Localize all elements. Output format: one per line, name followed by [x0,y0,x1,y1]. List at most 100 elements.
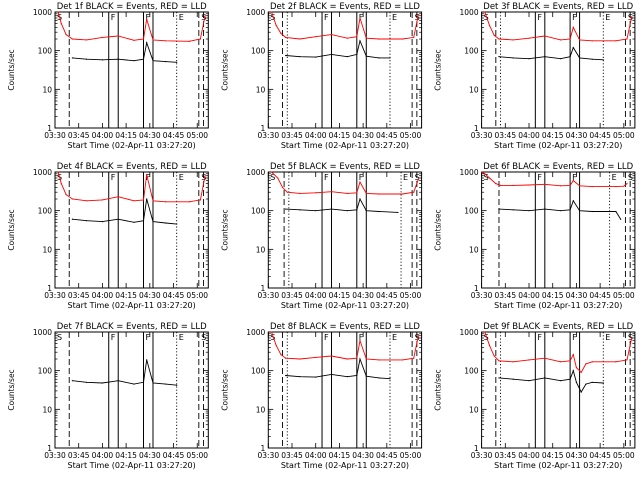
data-point-lld [402,38,404,40]
x-tick-label: 04:45 [163,131,185,140]
plot-frame [481,11,636,129]
data-point-lld [133,39,135,41]
data-point-events [591,210,593,213]
data-point-events [142,381,145,383]
data-point-events [133,221,135,223]
data-point-lld [626,359,628,361]
data-point-lld [359,181,361,183]
y-tick-label: 10 [42,405,52,414]
data-point-events [165,61,167,63]
corner-label: S [484,13,489,22]
data-point-lld [71,38,73,40]
data-point-lld [280,32,282,34]
x-tick-label: 05:00 [613,291,635,300]
data-point-events [591,58,593,60]
data-point-lld [86,39,88,41]
corner-label: S [415,13,420,22]
x-tick-label: 04:45 [376,131,398,140]
x-tick-label: 03:30 [44,451,66,460]
y-tick-label: 10 [256,405,266,414]
data-point-lld [315,356,317,359]
data-point-lld [569,360,571,362]
data-point-events [560,58,562,60]
y-axis-label: Counts/sec [7,209,16,250]
data-point-events [560,380,562,382]
data-point-lld [484,331,486,333]
data-point-lld [204,175,206,177]
x-axis-label: Start Time (02-Apr-11 03:27:20) [494,301,622,310]
data-point-lld [65,34,67,36]
data-point-lld [165,201,167,203]
series-line-events [72,198,177,225]
x-tick-label: 03:30 [257,451,279,460]
x-tick-label: 04:30 [139,291,161,300]
data-point-lld [512,39,514,41]
y-axis-label: Counts/sec [7,49,16,90]
data-point-events [86,220,88,222]
data-point-lld [101,199,104,201]
data-point-events [575,381,578,383]
data-point-events [569,378,571,380]
corner-label: S [628,13,633,22]
data-point-events [146,42,148,44]
data-point-lld [402,359,404,361]
y-tick-label: 1000 [33,8,52,17]
data-point-events [378,57,380,59]
y-tick-label: 1 [47,444,52,453]
y-tick-label: 1 [261,444,266,453]
data-point-lld [315,192,317,194]
data-point-lld [544,357,546,359]
x-tick-label: 05:00 [400,131,422,140]
corner-label: S [628,333,633,342]
plot-frame [267,11,423,129]
data-point-events [389,378,391,380]
data-point-lld [199,199,201,201]
data-point-lld [285,36,287,39]
data-point-lld [413,191,415,193]
data-point-lld [346,192,348,194]
x-tick-label: 03:45 [281,451,303,460]
data-point-lld [488,24,491,27]
x-tick-label: 05:00 [186,291,208,300]
data-point-lld [484,11,486,13]
data-point-events [101,382,104,384]
x-tick-label: 04:30 [352,131,374,140]
x-axis-label: Start Time (02-Apr-11 03:27:20) [281,301,409,310]
chart-panel-2: Det 2f BLACK = Events, RED = LLD 1 10 100 10… [220,2,423,150]
data-point-lld [585,363,587,365]
corner-label: S [484,333,489,342]
data-point-lld [528,184,530,186]
x-axis-label: Start Time (02-Apr-11 03:27:20) [494,461,622,470]
data-point-lld [378,38,380,40]
data-point-lld [495,183,497,185]
x-tick-label: 05:00 [613,131,635,140]
x-tick-label: 04:30 [566,131,588,140]
data-point-events [389,57,391,59]
marker-label: E [403,173,408,182]
data-point-lld [560,185,562,187]
data-point-lld [71,198,73,200]
x-tick-label: 03:30 [471,131,493,140]
data-point-events [359,198,361,200]
data-point-lld [356,36,358,38]
data-point-events [528,210,530,212]
data-point-events [101,221,104,223]
data-point-lld [615,185,617,188]
data-point-lld [285,357,287,359]
data-point-events [356,53,358,56]
data-point-lld [493,355,495,357]
y-tick-label: 1000 [460,328,479,337]
x-tick-label: 05:00 [186,131,208,140]
data-point-events [578,57,581,59]
corner-label: S [484,173,489,182]
data-point-events [152,382,154,384]
data-point-lld [280,354,282,356]
data-point-lld [544,35,546,37]
x-tick-label: 05:00 [186,451,208,460]
data-point-lld [270,171,273,173]
data-point-lld [417,178,420,180]
x-tick-label: 04:30 [352,451,374,460]
data-point-lld [133,200,135,202]
data-point-lld [578,185,581,187]
